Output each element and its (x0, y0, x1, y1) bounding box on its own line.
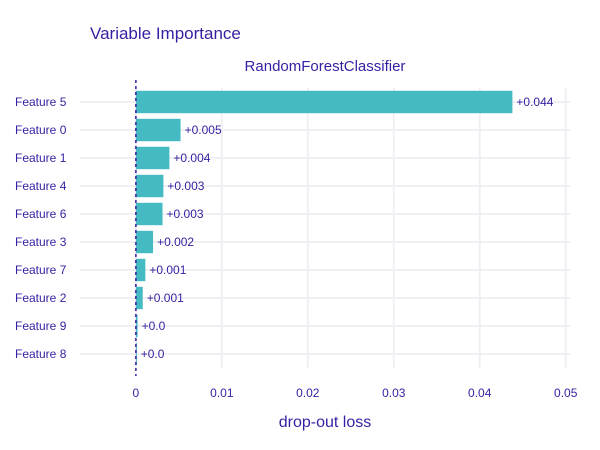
x-tick-label: 0.04 (468, 386, 492, 400)
bar-value-label: +0.003 (167, 179, 204, 193)
bar-value-label: +0.002 (157, 235, 194, 249)
bar-value-label: +0.0 (142, 319, 166, 333)
category-label: Feature 2 (15, 291, 67, 305)
bar-value-label: +0.005 (185, 123, 222, 137)
bar-feature-2 (135, 286, 143, 310)
chart-title: Variable Importance (90, 24, 241, 43)
x-tick-label: 0.05 (554, 386, 578, 400)
label-layer: Feature 5 +0.044 Feature 0 +0.005 Feature 1 +… (15, 95, 554, 361)
x-tick-label: 0.03 (382, 386, 406, 400)
category-label: Feature 9 (15, 319, 67, 333)
bar-value-label: +0.044 (516, 95, 553, 109)
bar-feature-0 (135, 118, 181, 142)
bar-value-label: +0.001 (147, 291, 184, 305)
bar-feature-9 (135, 314, 138, 338)
bar-value-label: +0.003 (167, 207, 204, 221)
category-label: Feature 4 (15, 179, 67, 193)
bar-value-label: +0.0 (141, 347, 165, 361)
bar-feature-8 (135, 342, 137, 366)
bar-value-label: +0.004 (173, 151, 210, 165)
bar-feature-1 (135, 146, 170, 170)
category-label: Feature 8 (15, 347, 67, 361)
bar-feature-7 (135, 258, 146, 282)
bar-layer (135, 90, 513, 366)
category-label: Feature 3 (15, 235, 67, 249)
category-label: Feature 7 (15, 263, 67, 277)
bar-feature-3 (135, 230, 154, 254)
category-label: Feature 5 (15, 95, 67, 109)
x-axis-title: drop-out loss (279, 414, 372, 431)
bar-feature-6 (135, 202, 163, 226)
tick-layer: 0 0.01 0.02 0.03 0.04 0.05 (133, 386, 578, 400)
x-tick-label: 0.02 (296, 386, 320, 400)
chart-subtitle: RandomForestClassifier (245, 58, 406, 75)
bar-feature-5 (135, 90, 513, 114)
category-label: Feature 0 (15, 123, 67, 137)
category-label: Feature 1 (15, 151, 67, 165)
x-tick-label: 0 (133, 386, 140, 400)
category-label: Feature 6 (15, 207, 67, 221)
bar-value-label: +0.001 (149, 263, 186, 277)
bar-feature-4 (135, 174, 164, 198)
x-tick-label: 0.01 (210, 386, 234, 400)
